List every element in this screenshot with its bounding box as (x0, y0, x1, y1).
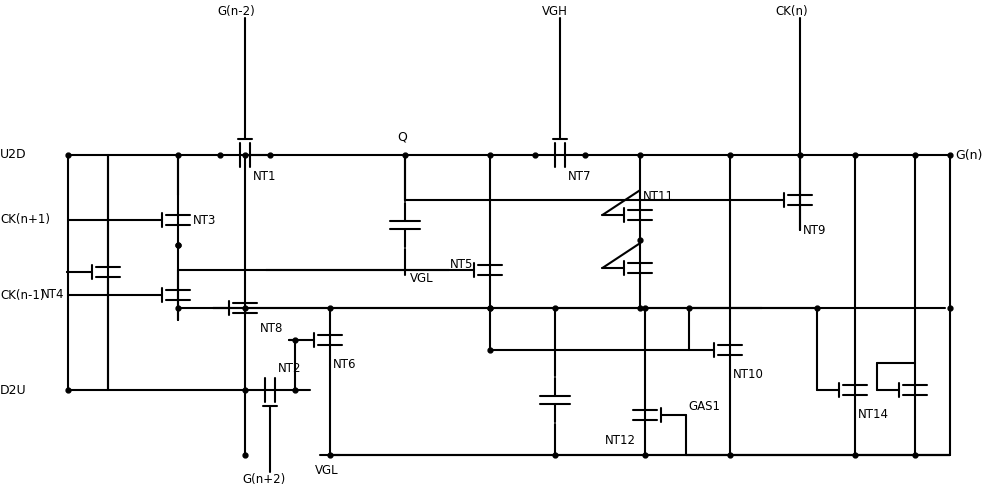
Text: NT2: NT2 (278, 362, 301, 374)
Text: CK(n+1): CK(n+1) (0, 213, 50, 227)
Text: NT4: NT4 (41, 288, 64, 300)
Text: GAS1: GAS1 (689, 401, 721, 413)
Text: VGL: VGL (315, 463, 339, 477)
Text: NT3: NT3 (193, 213, 216, 227)
Text: NT6: NT6 (333, 359, 356, 371)
Text: NT5: NT5 (450, 258, 473, 272)
Text: G(n): G(n) (955, 149, 982, 162)
Text: VGL: VGL (410, 272, 434, 285)
Text: NT7: NT7 (568, 170, 591, 183)
Text: NT9: NT9 (803, 223, 826, 237)
Text: D2U: D2U (0, 383, 27, 397)
Text: NT12: NT12 (605, 434, 636, 447)
Text: NT1: NT1 (253, 170, 276, 183)
Text: NT8: NT8 (260, 322, 283, 334)
Text: NT10: NT10 (733, 369, 764, 381)
Text: NT14: NT14 (858, 409, 889, 421)
Text: Q: Q (397, 130, 407, 143)
Text: U2D: U2D (0, 149, 27, 162)
Text: G(n+2): G(n+2) (242, 474, 285, 487)
Text: VGH: VGH (542, 5, 568, 18)
Text: G(n-2): G(n-2) (217, 5, 255, 18)
Text: CK(n): CK(n) (775, 5, 808, 18)
Text: CK(n-1): CK(n-1) (0, 288, 44, 301)
Text: NT11: NT11 (643, 191, 674, 204)
